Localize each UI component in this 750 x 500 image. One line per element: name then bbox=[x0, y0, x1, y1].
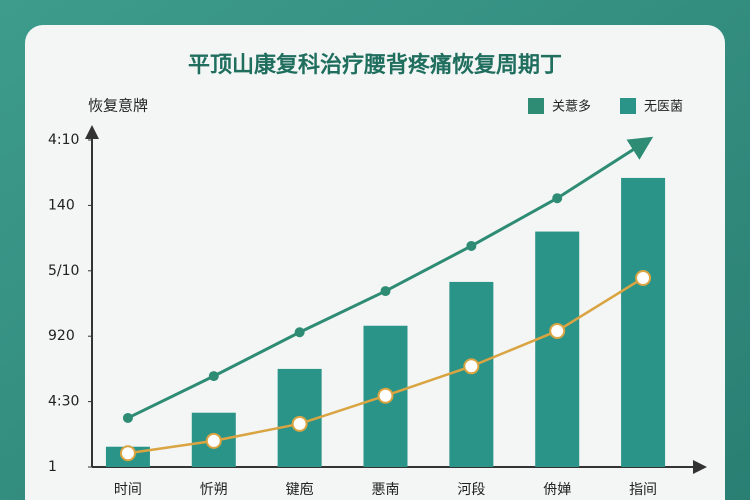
x-tick-label: 键庖 bbox=[286, 482, 314, 498]
bar bbox=[621, 177, 666, 467]
curve-point bbox=[377, 387, 394, 404]
y-tick-label: 4:10 bbox=[48, 132, 79, 148]
curve-point bbox=[463, 358, 480, 375]
bar bbox=[535, 231, 580, 467]
x-tick-label: 侜婵 bbox=[543, 482, 571, 498]
curve-point bbox=[205, 432, 222, 449]
legend-label: 无医菌 bbox=[644, 100, 683, 115]
legend-swatch bbox=[620, 98, 636, 114]
x-tick-label: 忻朔 bbox=[200, 482, 228, 498]
y-tick-label: 140 bbox=[48, 197, 75, 213]
x-tick-label: 指间 bbox=[629, 482, 657, 498]
curve-point bbox=[635, 269, 652, 286]
curve-point bbox=[119, 445, 136, 462]
line-point bbox=[122, 412, 133, 423]
curve-point bbox=[549, 322, 566, 339]
x-tick-label: 悪南 bbox=[372, 482, 400, 498]
curve-point bbox=[291, 415, 308, 432]
legend-label: 关薏多 bbox=[552, 99, 591, 115]
x-tick-label: 河段 bbox=[457, 482, 485, 498]
y-tick-label: 1 bbox=[48, 459, 57, 475]
line-point bbox=[552, 193, 563, 204]
legend-swatch bbox=[528, 98, 544, 114]
y-tick-label: 4:30 bbox=[48, 394, 79, 410]
bar bbox=[449, 281, 494, 467]
line-point bbox=[380, 286, 391, 297]
y-tick-label: 5/10 bbox=[48, 263, 79, 279]
line-point bbox=[294, 327, 305, 338]
line-point bbox=[466, 240, 477, 251]
chart-title: 平顶山康复科治疗腰背疼痛恢复周期丁 bbox=[188, 52, 562, 78]
y-tick-label: 920 bbox=[48, 328, 75, 344]
line-point bbox=[208, 371, 219, 382]
x-tick-label: 时间 bbox=[114, 482, 142, 498]
y-axis-label: 恢复意牌 bbox=[88, 97, 148, 115]
